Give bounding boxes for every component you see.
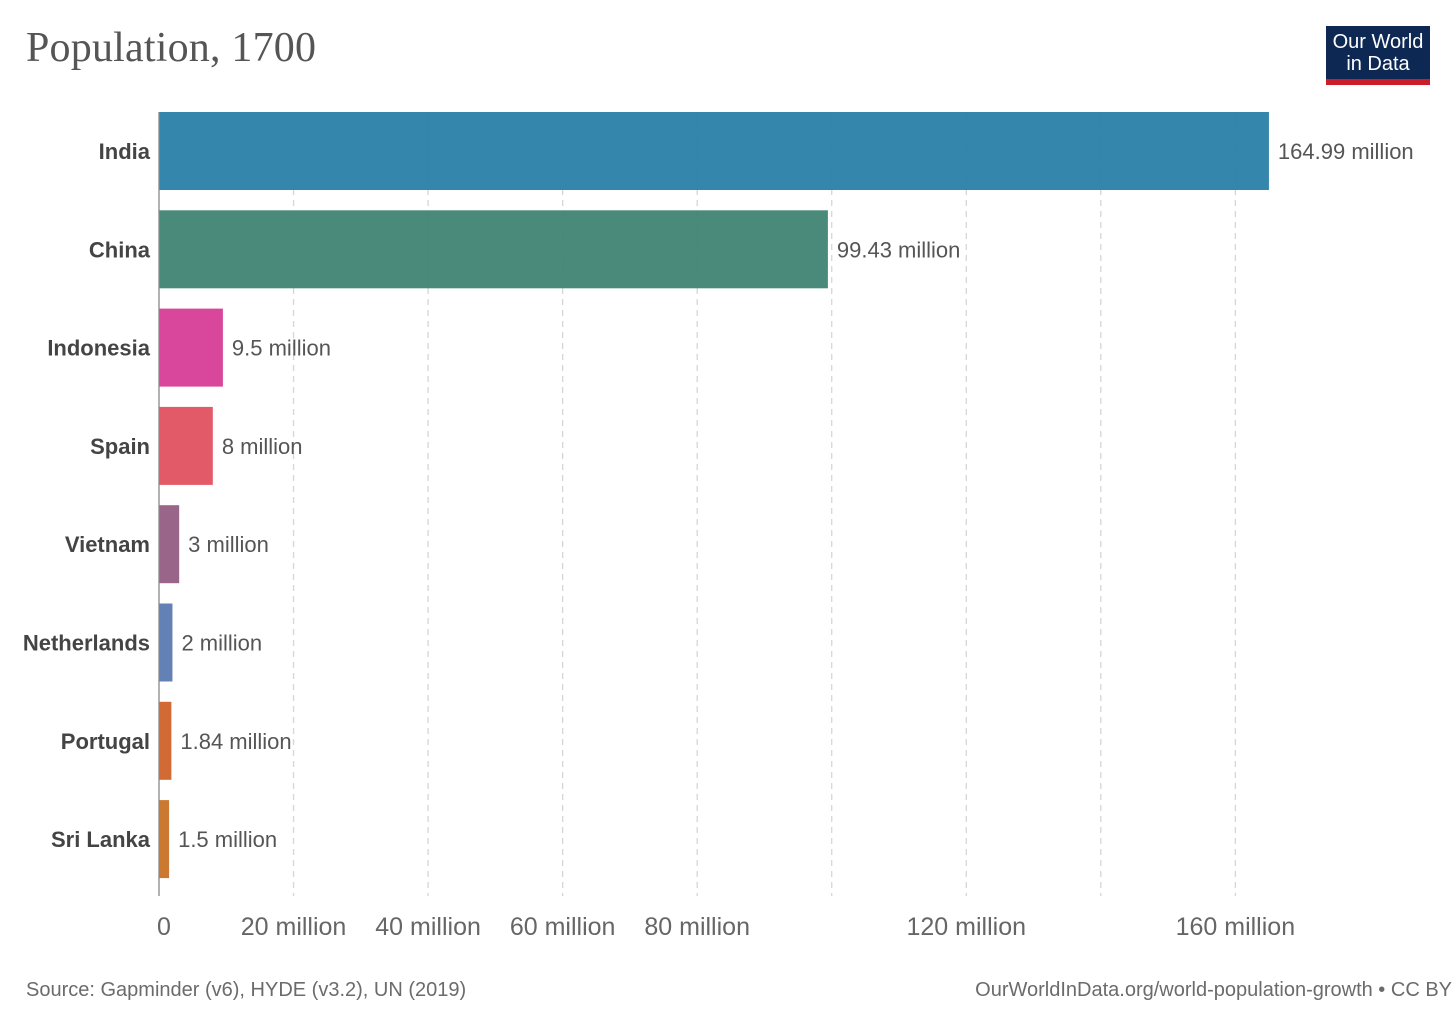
category-label: Indonesia: [47, 336, 150, 361]
category-label: China: [89, 237, 151, 262]
x-tick-label: 40 million: [375, 913, 481, 941]
x-tick-label: 80 million: [644, 913, 750, 941]
value-label: 1.84 million: [180, 729, 291, 754]
footer-link[interactable]: OurWorldInData.org/world-population-grow…: [975, 979, 1452, 1001]
bar-netherlands[interactable]: [159, 603, 173, 682]
chart-title: Population, 1700: [26, 25, 317, 71]
category-label: Portugal: [61, 729, 150, 754]
bar-vietnam[interactable]: [159, 505, 180, 584]
x-tick-label: 0: [157, 913, 171, 941]
x-tick-label: 160 million: [1176, 913, 1296, 941]
x-tick-label: 120 million: [907, 913, 1027, 941]
bar-sri-lanka[interactable]: [159, 800, 170, 879]
bar-spain[interactable]: [159, 406, 213, 485]
x-tick-label: 20 million: [241, 913, 347, 941]
bar-chart: 0 20 million 40 million 60 million 80 millio…: [23, 112, 1414, 941]
category-label: Netherlands: [23, 631, 150, 656]
bar-india[interactable]: [159, 112, 1269, 190]
bar-china[interactable]: [159, 210, 828, 289]
bar-portugal[interactable]: [159, 701, 172, 780]
value-label: 3 million: [188, 532, 269, 557]
owid-logo[interactable]: Our World in Data: [1326, 26, 1430, 85]
value-label: 2 million: [181, 631, 262, 656]
gridlines: [292, 112, 1237, 896]
bars: [159, 112, 1269, 879]
value-label: 8 million: [222, 434, 303, 459]
category-label: India: [99, 139, 151, 164]
value-label: 1.5 million: [178, 827, 277, 852]
x-tick-label: 60 million: [510, 913, 616, 941]
logo-line-1: Our World: [1332, 31, 1424, 53]
axes: 0 20 million 40 million 60 million 80 millio…: [23, 112, 1414, 941]
value-label: 99.43 million: [837, 237, 961, 262]
value-label: 164.99 million: [1278, 139, 1414, 164]
value-label: 9.5 million: [232, 336, 331, 361]
source-note[interactable]: Source: Gapminder (v6), HYDE (v3.2), UN …: [26, 979, 467, 1001]
category-label: Vietnam: [65, 532, 150, 557]
logo-line-2: in Data: [1346, 53, 1410, 75]
category-label: Spain: [90, 434, 150, 459]
bar-indonesia[interactable]: [159, 308, 223, 387]
category-label: Sri Lanka: [51, 827, 151, 852]
